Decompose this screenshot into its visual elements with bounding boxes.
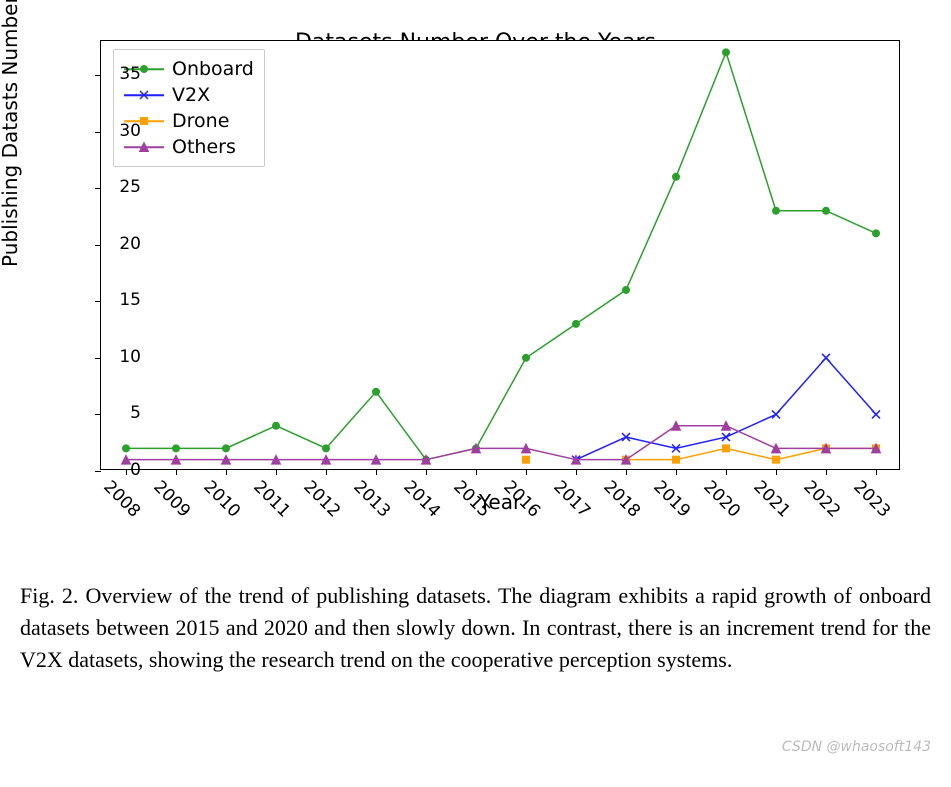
y-tick <box>95 301 101 302</box>
x-tick-label: 2009 <box>149 477 194 522</box>
x-tick-label: 2012 <box>299 477 344 522</box>
y-tick <box>95 75 101 76</box>
x-tick-label: 2018 <box>599 477 644 522</box>
chart-container: Datasets Number Over the Years OnboardV2… <box>0 0 951 560</box>
figure-caption: Fig. 2. Overview of the trend of publish… <box>0 560 951 676</box>
y-tick <box>95 358 101 359</box>
x-tick <box>126 469 127 475</box>
x-tick <box>426 469 427 475</box>
y-tick-label: 25 <box>119 177 141 197</box>
x-tick <box>176 469 177 475</box>
plot-area: OnboardV2XDroneOthers Year 2008200920102… <box>100 40 900 470</box>
x-tick-label: 2023 <box>849 477 894 522</box>
x-tick <box>526 469 527 475</box>
x-tick-label: 2022 <box>799 477 844 522</box>
y-tick-label: 30 <box>119 121 141 141</box>
x-tick-label: 2017 <box>549 477 594 522</box>
x-tick-label: 2013 <box>349 477 394 522</box>
x-tick-label: 2010 <box>199 477 244 522</box>
x-tick <box>876 469 877 475</box>
y-tick <box>95 188 101 189</box>
x-tick <box>376 469 377 475</box>
x-tick <box>276 469 277 475</box>
x-tick-label: 2008 <box>99 477 144 522</box>
y-tick-label: 20 <box>119 234 141 254</box>
x-tick <box>626 469 627 475</box>
x-tick <box>576 469 577 475</box>
y-tick <box>95 471 101 472</box>
y-tick-label: 15 <box>119 290 141 310</box>
x-tick <box>776 469 777 475</box>
y-tick <box>95 132 101 133</box>
x-tick <box>476 469 477 475</box>
y-tick-label: 5 <box>130 403 141 423</box>
x-tick <box>326 469 327 475</box>
x-tick <box>826 469 827 475</box>
x-tick-label: 2021 <box>749 477 794 522</box>
y-tick-label: 35 <box>119 64 141 84</box>
y-tick <box>95 414 101 415</box>
y-tick-label: 0 <box>130 460 141 480</box>
x-tick <box>676 469 677 475</box>
x-tick-label: 2019 <box>649 477 694 522</box>
y-tick-label: 10 <box>119 347 141 367</box>
x-tick <box>226 469 227 475</box>
y-tick <box>95 245 101 246</box>
chart-svg <box>101 41 899 469</box>
x-tick-label: 2014 <box>399 477 444 522</box>
watermark: CSDN @whaosoft143 <box>782 739 931 755</box>
x-tick-label: 2020 <box>699 477 744 522</box>
x-tick-label: 2011 <box>249 477 294 522</box>
x-tick <box>726 469 727 475</box>
y-axis-label: Publishing Datasts Number <box>0 0 22 267</box>
